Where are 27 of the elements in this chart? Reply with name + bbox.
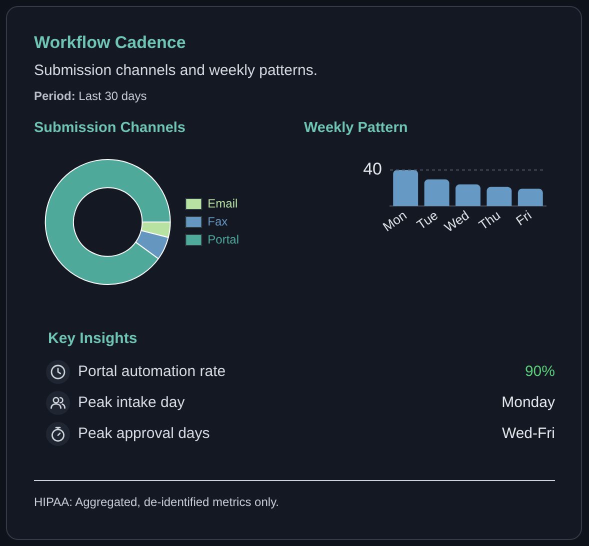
x-tick-label: Thu (476, 208, 503, 233)
x-tick-label: Wed (441, 208, 472, 235)
x-tick-label: Tue (414, 208, 441, 232)
x-tick-label: Fri (513, 207, 534, 229)
bar (518, 188, 543, 206)
text: Peak approval days (78, 424, 210, 444)
text: HIPAA: Aggregated, de-identified metrics only. (34, 494, 280, 510)
text: Wed-Fri (502, 424, 555, 444)
text: Submission channels and weekly patterns. (34, 61, 318, 81)
legend-label: Email (208, 196, 238, 210)
text: Workflow Cadence (34, 32, 186, 54)
bar (393, 170, 418, 206)
legend-label: Fax (208, 214, 228, 228)
text: Key Insights (48, 329, 138, 349)
bar (424, 179, 450, 206)
text: Portal automation rate (78, 362, 226, 382)
legend-label: Portal (208, 232, 240, 246)
bar (456, 184, 480, 206)
text: 40 (363, 160, 382, 179)
bar (486, 186, 512, 206)
text: 90% (524, 362, 555, 382)
text: Monday (502, 393, 555, 413)
chart-title: Submission Channels (34, 119, 186, 138)
text: Period: Last 30 days (34, 88, 147, 104)
chart-title: Weekly Pattern (304, 119, 408, 138)
text: Peak intake day (78, 393, 185, 413)
x-tick-label: Mon (380, 208, 410, 234)
